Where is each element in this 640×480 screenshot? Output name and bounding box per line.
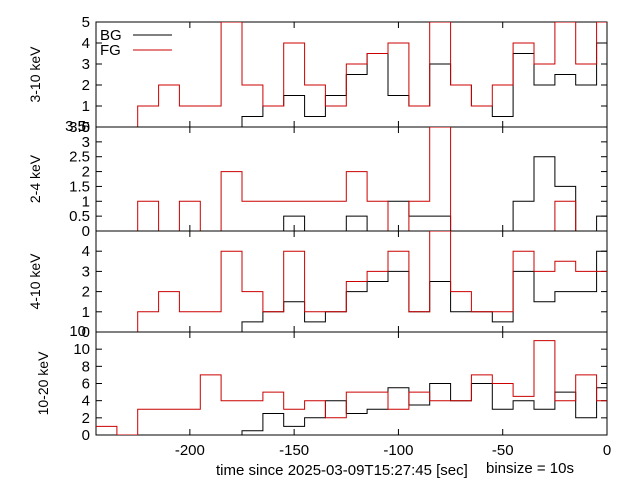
- y-tick-label-10-20kev-0: 0: [82, 427, 90, 444]
- y-tick-label-3-10kev-1: 1: [82, 98, 90, 115]
- panel-frame-10-20kev: [95, 331, 608, 436]
- series-fg-3-10kev: [96, 22, 607, 127]
- y-tick-label-2-4kev-3: 1.5: [69, 178, 90, 195]
- y-tick-label-4-10kev-0: 0: [82, 324, 90, 341]
- y-tick-label-10-20kev-2: 4: [82, 393, 90, 410]
- panel-4-10kev: 0 1 2 3 4 4-10 keV: [27, 230, 608, 341]
- extra-tick-label-1: 5: [78, 118, 86, 135]
- series-fg-4-10kev: [96, 231, 607, 332]
- y-tick-label-2-4kev-2: 1: [82, 193, 90, 210]
- y-tick-label-2-4kev-1: 0.5: [69, 208, 90, 225]
- y-tick-label-3-10kev-3: 3: [82, 56, 90, 73]
- y-axis-label-4-10kev: 4-10 keV: [27, 253, 43, 310]
- y-tick-label-4-10kev-3: 3: [82, 263, 90, 280]
- y-tick-label-2-4kev-0: 0: [82, 223, 90, 240]
- series-fg-2-4kev: [96, 127, 607, 231]
- series-fg-10-20kev: [96, 340, 607, 435]
- y-tick-label-4-10kev-1: 1: [82, 304, 90, 321]
- x-tick-label-1: -150: [279, 442, 309, 459]
- x-tick-label-4: 0: [603, 442, 611, 459]
- y-tick-label-10-20kev-4: 8: [82, 358, 90, 375]
- legend: BG FG: [100, 27, 172, 59]
- y-tick-label-10-20kev-1: 2: [82, 410, 90, 427]
- y-axis-label-2-4kev: 2-4 keV: [27, 154, 43, 203]
- y-tick-label-3-10kev-5: 5: [82, 14, 90, 31]
- legend-label-bg: BG: [100, 27, 122, 44]
- series-bg-4-10kev: [96, 250, 607, 332]
- y-tick-label-3-10kev-4: 4: [82, 35, 90, 52]
- legend-label-fg: FG: [100, 42, 121, 59]
- binsize-note: binsize = 10s: [486, 460, 574, 477]
- y-tick-label-2-4kev-4: 2: [82, 164, 90, 181]
- panel-frame-2-4kev: [95, 126, 608, 232]
- y-tick-label-3-10kev-0: 0: [82, 119, 90, 136]
- x-tick-label-2: -100: [383, 442, 413, 459]
- x-tick-label-3: -50: [492, 442, 514, 459]
- y-tick-label-2-4kev-5: 2.5: [69, 149, 90, 166]
- panel-2-4kev: 00.511.522.533.52-4 keV: [27, 119, 608, 240]
- y-tick-label-3-10kev-2: 2: [82, 77, 90, 94]
- y-axis-label-10-20kev: 10-20 keV: [35, 351, 51, 415]
- extra-tick-label-0: 3.5: [65, 118, 86, 135]
- extra-tick-label-2: 10: [69, 323, 86, 340]
- x-axis-label: time since 2025-03-09T15:27:45 [sec]: [216, 462, 468, 479]
- y-tick-label-2-4kev-7: 3.5: [69, 119, 90, 136]
- series-bg-3-10kev: [96, 42, 607, 127]
- y-tick-label-4-10kev-2: 2: [82, 284, 90, 301]
- series-bg-2-4kev: [96, 156, 607, 231]
- y-tick-label-10-20kev-3: 6: [82, 376, 90, 393]
- y-axis-label-3-10kev: 3-10 keV: [27, 46, 43, 103]
- x-tick-label-0: -200: [175, 442, 205, 459]
- y-tick-label-10-20kev-5: 10: [73, 341, 90, 358]
- y-tick-label-2-4kev-6: 3: [82, 134, 90, 151]
- y-tick-label-4-10kev-4: 4: [82, 243, 90, 260]
